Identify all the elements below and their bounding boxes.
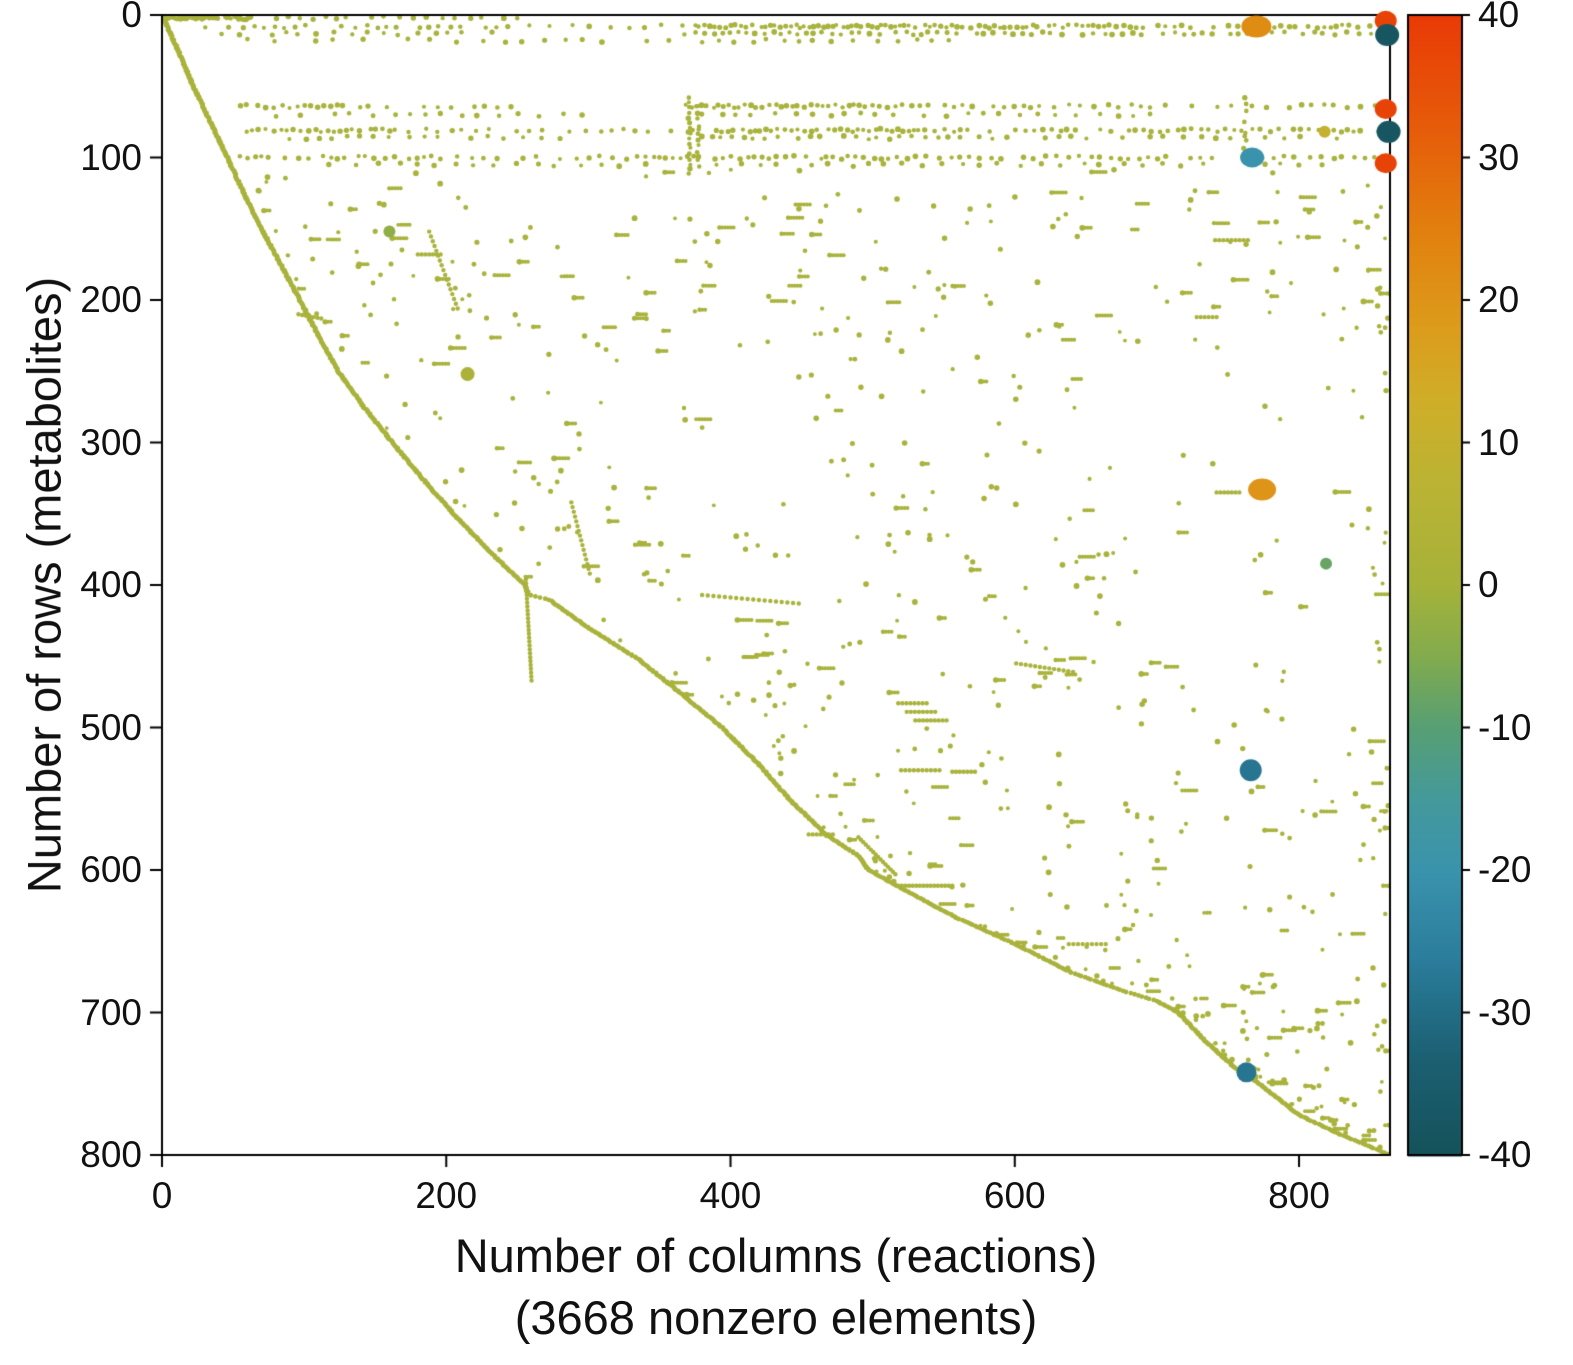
colorbar-tick-label: -40 bbox=[1478, 1134, 1532, 1175]
x-axis-label: Number of columns (reactions) bbox=[454, 1229, 1098, 1282]
y-tick-label: 700 bbox=[80, 991, 142, 1033]
colorbar-tick-label: -20 bbox=[1478, 849, 1532, 890]
x-tick-label: 600 bbox=[983, 1175, 1046, 1216]
colorbar-tick-label: -30 bbox=[1478, 991, 1532, 1033]
x-tick-label: 0 bbox=[151, 1175, 173, 1216]
y-axis-label: Number of rows (metabolites) bbox=[17, 276, 71, 894]
y-tick-label: 300 bbox=[80, 421, 142, 463]
x-tick-label: 400 bbox=[699, 1175, 762, 1216]
y-tick-label: 0 bbox=[121, 0, 142, 35]
y-tick-label: 800 bbox=[80, 1134, 142, 1175]
y-tick-label: 200 bbox=[80, 279, 142, 320]
colorbar-tick-label: -10 bbox=[1478, 706, 1532, 748]
x-axis-sublabel: (3668 nonzero elements) bbox=[514, 1291, 1038, 1344]
colorbar-tick-label: 20 bbox=[1478, 279, 1520, 320]
colorbar-tick-label: 40 bbox=[1478, 0, 1520, 35]
y-tick-label: 600 bbox=[80, 849, 142, 890]
colorbar-tick-label: 10 bbox=[1478, 421, 1520, 463]
colorbar-tick-label: 0 bbox=[1478, 564, 1499, 605]
y-tick-label: 500 bbox=[80, 706, 142, 748]
x-tick-label: 800 bbox=[1268, 1175, 1330, 1216]
y-tick-label: 100 bbox=[80, 136, 142, 178]
colorbar-tick-label: 30 bbox=[1478, 136, 1520, 178]
y-tick-label: 400 bbox=[80, 564, 142, 605]
x-tick-label: 200 bbox=[415, 1175, 478, 1216]
